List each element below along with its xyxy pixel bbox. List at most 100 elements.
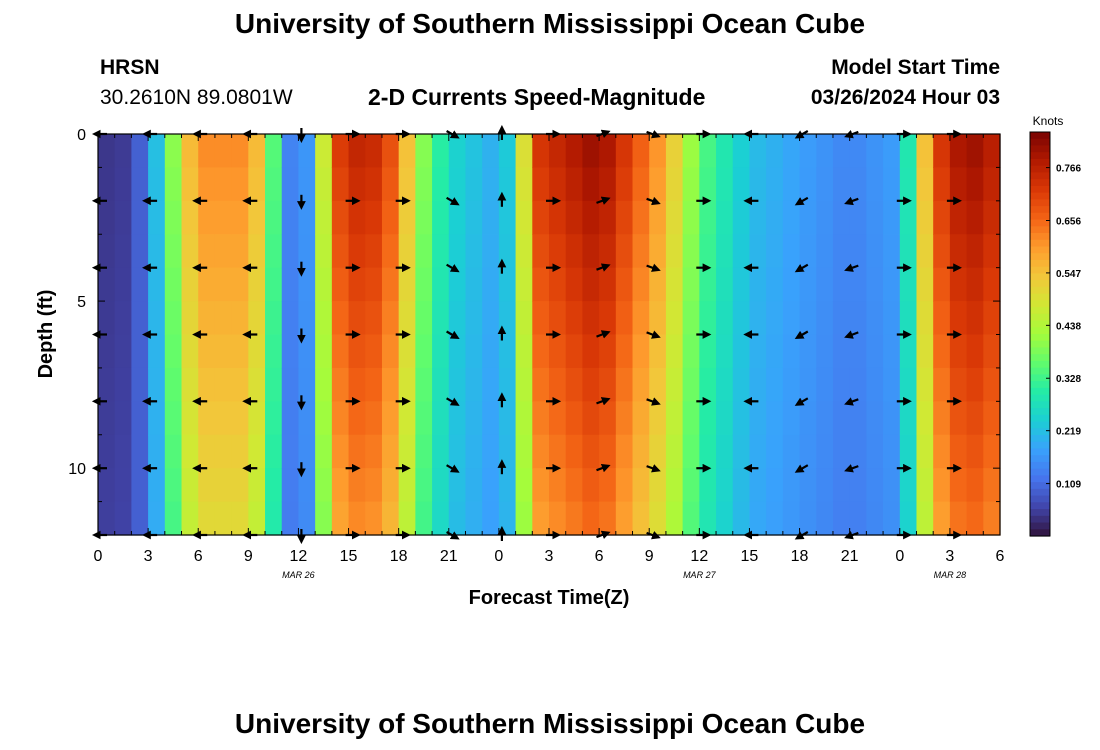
heatmap-cell — [799, 134, 817, 169]
colorbar-swatch — [1030, 381, 1050, 389]
heatmap-cell — [415, 501, 433, 536]
heatmap-cell — [883, 200, 901, 235]
heatmap-cell — [381, 501, 400, 536]
colorbar-swatch — [1030, 461, 1050, 470]
heatmap-cell — [699, 501, 717, 536]
heatmap-cell — [131, 501, 149, 536]
heatmap-cell — [916, 200, 934, 235]
colorbar-swatch — [1030, 172, 1050, 180]
heatmap-cell — [315, 267, 333, 302]
heatmap-cell — [615, 367, 634, 402]
heatmap-cell — [265, 134, 283, 169]
heatmap-cell — [448, 401, 467, 436]
heatmap-cell — [415, 401, 433, 436]
heatmap-cell — [214, 234, 233, 269]
current-vector-arrow — [794, 196, 809, 206]
heatmap-cell — [933, 501, 951, 536]
current-vector-arrow — [446, 196, 460, 206]
heatmap-cell — [799, 367, 817, 402]
heatmap-cell — [582, 501, 600, 536]
heatmap-cell — [348, 367, 366, 402]
colorbar-swatch — [1030, 212, 1050, 221]
heatmap-cell — [331, 267, 350, 302]
colorbar-swatch — [1030, 246, 1050, 254]
heatmap-cell — [281, 401, 300, 436]
heatmap-cell — [248, 134, 266, 169]
heatmap-cell — [565, 401, 583, 436]
heatmap-cell — [983, 200, 1001, 235]
heatmap-cell — [315, 200, 333, 235]
heatmap-cell — [749, 401, 767, 436]
colorbar-swatch — [1030, 495, 1050, 503]
heatmap-cell — [966, 200, 984, 235]
heatmap-cell — [732, 367, 751, 402]
heatmap-cell — [398, 134, 416, 169]
heatmap-cell — [832, 401, 851, 436]
heatmap-cell — [532, 367, 550, 402]
heatmap-cell — [665, 468, 684, 503]
heatmap-cell — [248, 167, 266, 202]
heatmap-cell — [482, 234, 500, 269]
heatmap-cell — [164, 367, 183, 402]
heatmap-cell — [198, 267, 216, 302]
heatmap-cell — [565, 468, 583, 503]
heatmap-cell — [866, 334, 884, 369]
heatmap-cell — [348, 301, 366, 336]
heatmap-cell — [114, 501, 132, 536]
x-axis: 0 3 6 9 12 15 18 21 0 3 6 9 12 15 18 21 0 3 6 MAR 26 MAR 27 M… — [94, 134, 1005, 580]
heatmap-cell — [448, 234, 467, 269]
heatmap-cell — [248, 468, 266, 503]
heatmap-cell — [732, 167, 751, 202]
current-vector-arrow — [446, 397, 460, 406]
heatmap-cell — [315, 501, 333, 536]
heatmap-cell — [331, 167, 350, 202]
colorbar-swatch — [1030, 354, 1050, 362]
heatmap-cell — [398, 167, 416, 202]
heatmap-cell — [198, 401, 216, 436]
heatmap-cell — [549, 501, 567, 536]
heatmap-cell — [849, 334, 867, 369]
heatmap-cell — [381, 200, 400, 235]
current-vector-arrow — [596, 397, 611, 406]
heatmap-cell — [482, 334, 500, 369]
heatmap-cell — [498, 267, 517, 302]
heatmap-cell — [766, 367, 784, 402]
chart-title: University of Southern Mississippi Ocean… — [234, 8, 866, 39]
heatmap-cell — [699, 334, 717, 369]
heatmap-cell — [766, 234, 784, 269]
heatmap-cell — [949, 434, 968, 469]
heatmap-cell — [265, 468, 283, 503]
heatmap-cell — [632, 334, 650, 369]
colorbar-swatch — [1030, 529, 1050, 537]
heatmap-cell — [432, 134, 450, 169]
heatmap-cell — [916, 501, 934, 536]
heatmap-cell — [214, 501, 233, 536]
heatmap-cell — [649, 434, 667, 469]
heatmap-cell — [816, 267, 834, 302]
heatmap-cell — [515, 200, 533, 235]
colorbar-tick-label: 0.109 — [1056, 480, 1081, 491]
colorbar-swatch — [1030, 226, 1050, 234]
current-vector-arrow — [446, 263, 460, 273]
heatmap-cell — [866, 401, 884, 436]
heatmap-cell — [665, 334, 684, 369]
current-vector-arrow — [794, 263, 809, 273]
heatmap-cell — [415, 234, 433, 269]
colorbar-swatch — [1030, 307, 1050, 315]
current-vector-arrow — [446, 464, 460, 473]
colorbar-label: Knots — [1033, 114, 1064, 128]
heatmap-cell — [832, 367, 851, 402]
heatmap-cell — [381, 267, 400, 302]
heatmap-cell — [298, 501, 316, 536]
x-tick-label: 3 — [545, 548, 554, 565]
heatmap-cell — [415, 301, 433, 336]
heatmap-cell — [181, 468, 199, 503]
heatmap-cell — [565, 200, 583, 235]
colorbar-swatch — [1030, 286, 1050, 295]
colorbar-swatch — [1030, 233, 1050, 241]
heatmap-cell — [933, 434, 951, 469]
current-vector-arrow — [794, 464, 809, 473]
current-vector-arrow — [596, 196, 611, 205]
heatmap-cell — [198, 501, 216, 536]
heatmap-cell — [899, 134, 918, 169]
